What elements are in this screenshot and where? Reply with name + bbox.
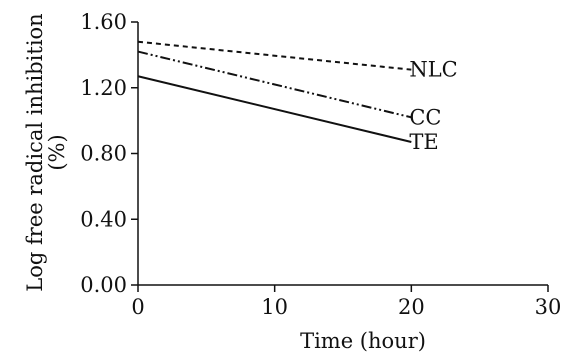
y-tick-label: 1.20 xyxy=(80,76,127,100)
y-axis-title-line-1: Log free radical inhibition xyxy=(23,13,47,291)
series-label-cc: CC xyxy=(409,105,441,129)
x-tick-label: 30 xyxy=(535,295,562,319)
x-tick-label: 0 xyxy=(131,295,144,319)
y-tick-label: 1.60 xyxy=(80,10,127,34)
y-tick-label: 0.80 xyxy=(80,142,127,166)
y-tick-label: 0.00 xyxy=(80,273,127,297)
series-line-cc xyxy=(137,50,412,119)
y-ticks: 0.00 0.40 0.80 1.20 1.60 xyxy=(80,10,138,297)
y-axis-title-line-2: (%) xyxy=(45,134,69,170)
series-line-te xyxy=(137,75,412,143)
axes xyxy=(137,22,548,286)
series-label-nlc: NLC xyxy=(409,58,457,82)
x-tick-label: 10 xyxy=(261,295,288,319)
series-label-te: TE xyxy=(409,130,438,154)
y-tick-label: 0.40 xyxy=(80,207,127,231)
series-line-nlc xyxy=(137,40,412,71)
x-ticks: 0 10 20 30 xyxy=(131,285,561,319)
x-axis-title: Time (hour) xyxy=(300,329,426,353)
y-axis-title: Log free radical inhibition (%) xyxy=(23,13,69,291)
series-group xyxy=(137,40,412,143)
x-tick-label: 20 xyxy=(398,295,425,319)
